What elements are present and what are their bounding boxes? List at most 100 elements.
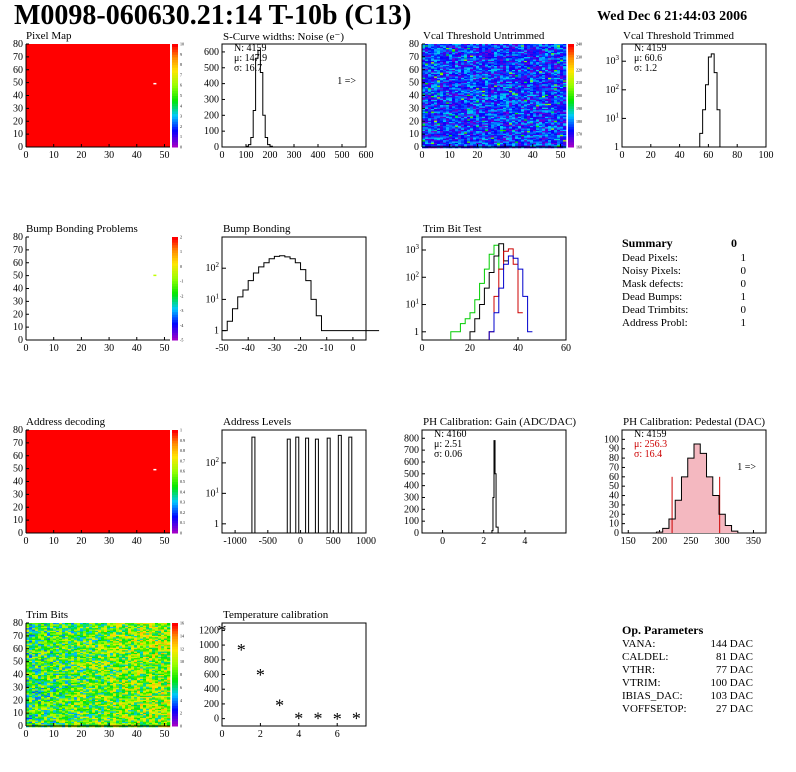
x-tick-label: 500 bbox=[326, 536, 341, 547]
op-row-label: VTHR: bbox=[622, 664, 655, 676]
y-tick-label: 50 bbox=[609, 481, 619, 492]
x-tick-label: 200 bbox=[652, 536, 667, 547]
y-tick-label: 50 bbox=[13, 271, 23, 282]
y-tick-label: 600 bbox=[404, 457, 419, 468]
x-tick-label: 50 bbox=[159, 729, 169, 740]
temperature-point: * bbox=[275, 695, 284, 715]
vcal-untrimmed-title: Vcal Threshold Untrimmed bbox=[423, 30, 545, 42]
op-row-value: 27 DAC bbox=[716, 703, 753, 715]
colorbar-tick-label: 160 bbox=[576, 145, 582, 150]
hot-pixel bbox=[153, 468, 157, 471]
stat-n: N: 4159 bbox=[634, 43, 667, 54]
stat-n: N: 4159 bbox=[234, 43, 267, 54]
temperature-point: * bbox=[314, 709, 323, 729]
trim-bit-test-title: Trim Bit Test bbox=[423, 223, 482, 235]
y-tick-label: 90 bbox=[609, 444, 619, 455]
trim-series-line bbox=[488, 255, 533, 340]
y-tick-label: 0 bbox=[414, 142, 419, 153]
y-tick-label: 70 bbox=[13, 631, 23, 642]
main-title: M0098-060630.21:14 T-10b (C13) bbox=[14, 0, 412, 31]
colorbar-tick-label: 8 bbox=[180, 62, 182, 67]
summary-title: Summary bbox=[622, 236, 673, 250]
x-tick-label: 4 bbox=[522, 536, 527, 547]
x-tick-label: 6 bbox=[335, 729, 340, 740]
op-row-value: 81 DAC bbox=[716, 651, 753, 663]
x-tick-label: 250 bbox=[683, 536, 698, 547]
x-tick-label: 30 bbox=[104, 150, 114, 161]
stat-n: N: 4159 bbox=[634, 429, 667, 440]
address-level-peak bbox=[326, 437, 331, 533]
x-tick-label: 40 bbox=[132, 343, 142, 354]
y-tick-label: 10 bbox=[409, 129, 419, 140]
y-tick-label: 10 bbox=[13, 322, 23, 333]
x-tick-label: 0 bbox=[350, 343, 355, 354]
histogram-line bbox=[696, 53, 723, 148]
y-tick-label: 300 bbox=[404, 492, 419, 503]
colorbar-tick-label: 170 bbox=[576, 132, 582, 137]
x-tick-label: -10 bbox=[320, 343, 333, 354]
x-tick-label: 20 bbox=[646, 150, 656, 161]
address-levels-plot: -1000 -500 0 500 1000 1 101 102 bbox=[206, 429, 376, 547]
y-tick-label: 50 bbox=[13, 657, 23, 668]
x-tick-label: 40 bbox=[675, 150, 685, 161]
y-tick-label: 40 bbox=[13, 670, 23, 681]
op-row-value: 100 DAC bbox=[710, 677, 753, 689]
colorbar-tick-label: 0 bbox=[180, 145, 182, 150]
summary-row-label: Noisy Pixels: bbox=[622, 265, 681, 277]
x-tick-label: 0 bbox=[24, 343, 29, 354]
colorbar-tick-label: 4 bbox=[180, 698, 182, 703]
colorbar-tick-label: 230 bbox=[576, 54, 582, 59]
address-decoding-title: Address decoding bbox=[26, 416, 106, 428]
y-tick-label: 600 bbox=[204, 670, 219, 681]
y-tick-label: 101 bbox=[206, 486, 220, 499]
y-tick-label: 60 bbox=[13, 65, 23, 76]
x-tick-label: 10 bbox=[49, 536, 59, 547]
pedestal-fill bbox=[656, 444, 745, 533]
x-tick-label: 150 bbox=[621, 536, 636, 547]
heatmap-fill bbox=[26, 430, 170, 533]
stat-n: N: 4160 bbox=[434, 429, 467, 440]
x-tick-label: 0 bbox=[220, 150, 225, 161]
op-row-label: VANA: bbox=[622, 638, 656, 650]
y-tick-label: 200 bbox=[204, 110, 219, 121]
colorbar-tick-label: 1 bbox=[180, 249, 182, 254]
y-tick-label: 20 bbox=[13, 695, 23, 706]
y-tick-label: 1200 bbox=[199, 625, 219, 636]
scurve-noise-plot: 0 100 200 300 400 500 600 0 100 200 300 400 500 600 N:… bbox=[204, 43, 374, 161]
stat-mean: μ: 2.51 bbox=[434, 439, 462, 450]
histogram-line bbox=[655, 443, 745, 534]
x-tick-label: 0 bbox=[24, 536, 29, 547]
y-tick-label: 70 bbox=[13, 245, 23, 256]
x-tick-label: 50 bbox=[159, 150, 169, 161]
colorbar-tick-label: 1 bbox=[180, 134, 182, 139]
stat-mean: μ: 147.9 bbox=[234, 53, 267, 64]
y-tick-label: 500 bbox=[204, 63, 219, 74]
plot-frame bbox=[221, 429, 367, 534]
colorbar-tick-label: 0.3 bbox=[180, 500, 185, 505]
colorbar-tick-label: 0.2 bbox=[180, 510, 185, 515]
colorbar-tick-label: 9 bbox=[180, 52, 182, 57]
pixel-map-title: Pixel Map bbox=[26, 30, 72, 42]
colorbar-tick-label: 14 bbox=[180, 633, 184, 638]
y-tick-label: 50 bbox=[13, 78, 23, 89]
x-tick-label: -20 bbox=[294, 343, 307, 354]
y-tick-label: 100 bbox=[404, 516, 419, 527]
x-tick-label: 30 bbox=[500, 150, 510, 161]
x-tick-label: 40 bbox=[132, 536, 142, 547]
x-tick-label: 60 bbox=[703, 150, 713, 161]
summary-row-label: Mask defects: bbox=[622, 278, 684, 290]
y-tick-label: 60 bbox=[409, 65, 419, 76]
address-level-peak bbox=[314, 438, 319, 533]
y-tick-label: 70 bbox=[13, 438, 23, 449]
x-tick-label: -500 bbox=[259, 536, 277, 547]
colorbar-tick-label: 10 bbox=[180, 659, 184, 664]
colorbar-tick-label: -5 bbox=[180, 338, 183, 343]
stat-mean: μ: 256.3 bbox=[634, 439, 667, 450]
summary-row-value: 0 bbox=[740, 265, 747, 277]
ph-pedestal-title: PH Calibration: Pedestal (DAC) bbox=[623, 416, 766, 428]
x-tick-label: 10 bbox=[49, 150, 59, 161]
y-tick-label: 103 bbox=[406, 243, 420, 256]
x-tick-label: 20 bbox=[76, 343, 86, 354]
